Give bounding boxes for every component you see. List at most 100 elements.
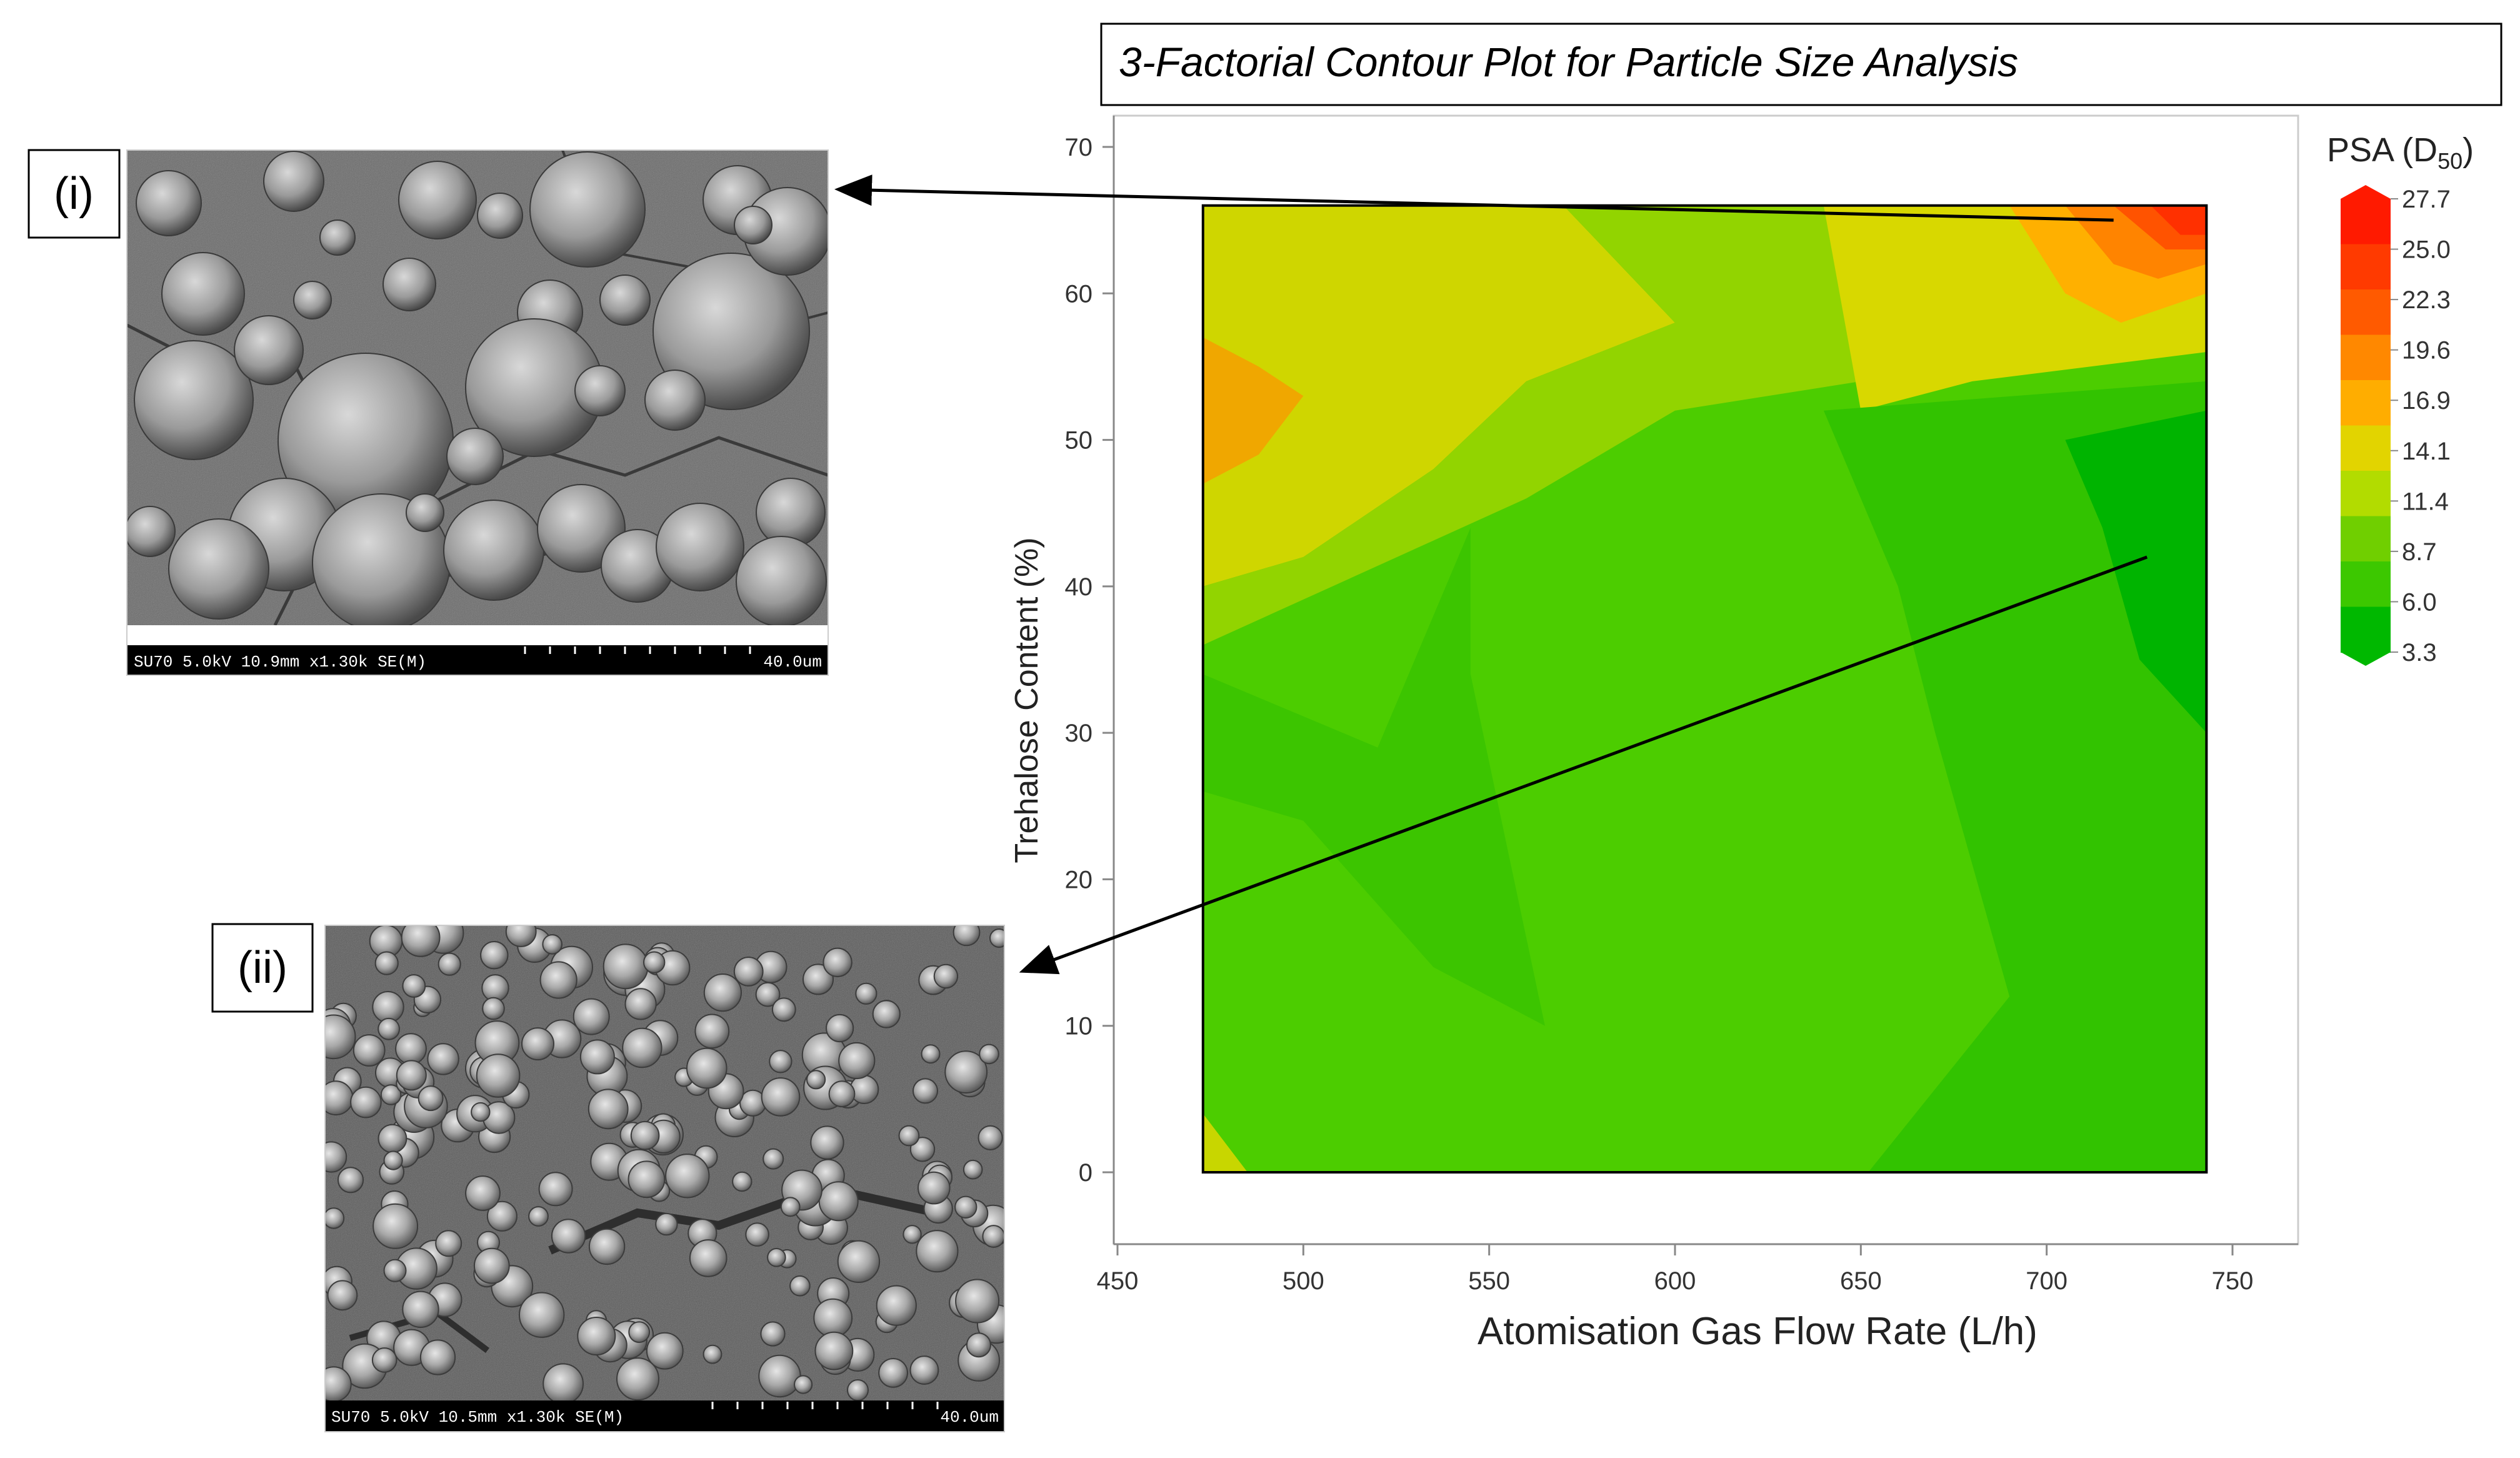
x-axis-label: Atomisation Gas Flow Rate (L/h) — [1478, 1310, 2038, 1353]
sem-ii-particle-190 — [551, 1219, 586, 1254]
sem-ii-particle-198 — [855, 982, 878, 1005]
sem-ii-particle-168 — [952, 925, 981, 947]
sem-i-particle-27 — [406, 493, 444, 532]
sem-ii-particle-193 — [794, 1375, 813, 1394]
sem-ii-particle-114 — [702, 1344, 722, 1364]
sem-ii-particle-108 — [325, 1141, 348, 1173]
sem-ii-particle-199 — [876, 1285, 917, 1326]
contour-region-7 — [2151, 205, 2207, 235]
sem-ii-particle-152 — [401, 925, 441, 957]
sem-ii-particle-159 — [689, 1239, 728, 1277]
label-ii-box: (ii) — [211, 923, 314, 1013]
contour-fill — [1202, 205, 2207, 1172]
sem-ii-particle-161 — [767, 1248, 786, 1267]
sem-i-particle-2 — [263, 151, 324, 212]
sem-ii-particle-84 — [909, 1355, 939, 1385]
sem-ii-particle-158 — [383, 1150, 403, 1170]
y-tick-label-10: 10 — [1065, 1013, 1093, 1040]
sem-ii-particle-50 — [374, 951, 399, 975]
sem-ii-particle-105 — [521, 1027, 554, 1061]
sem-ii-particle-174 — [780, 1197, 801, 1217]
sem-ii-particle-120 — [352, 1034, 386, 1067]
legend-swatch-6 — [2341, 471, 2391, 517]
sem-ii-particle-15 — [909, 1137, 936, 1162]
chart-title: 3-Factorial Contour Plot for Particle Si… — [1119, 39, 2018, 85]
sem-ii-particle-65 — [982, 1225, 1004, 1248]
sem-ii-particle-181 — [438, 952, 461, 976]
sem-i-particle-17 — [574, 365, 626, 416]
sem-i-particle-12 — [599, 274, 651, 326]
sem-ii-particle-130 — [628, 1321, 651, 1344]
sem-ii-particle-164 — [966, 1332, 991, 1358]
sem-i-particle-0 — [136, 170, 202, 236]
sem-ii-particle-163 — [818, 1181, 859, 1222]
label-i: (i) — [54, 169, 94, 219]
sem-ii-particle-136 — [806, 1070, 826, 1090]
sem-ii-particle-103 — [732, 1171, 752, 1192]
sem-i-particle-5 — [234, 315, 304, 385]
sem-ii-particle-100 — [912, 1078, 938, 1104]
sem-ii-particle-56 — [616, 1357, 659, 1400]
sem-ii-particle-205 — [918, 1171, 951, 1205]
axes: 450 500 550 600 650 700 750 0 10 20 30 40 50 60 70 — [1065, 116, 2298, 1295]
x-tick-label-450: 450 — [1097, 1267, 1139, 1295]
legend-label-0: 27.7 — [2402, 186, 2451, 213]
micrograph-ii-scale: 40.0um — [940, 1408, 999, 1427]
sem-ii-particle-153 — [902, 1225, 922, 1244]
legend-label-5: 14.1 — [2402, 438, 2451, 465]
sem-ii-particle-170 — [826, 1013, 854, 1043]
sem-ii-particle-91 — [703, 973, 742, 1012]
sem-ii-particle-19 — [588, 1228, 626, 1265]
sem-i-particle-16 — [644, 370, 706, 431]
sem-ii-particle-200 — [628, 1160, 666, 1199]
sem-i-particle-19 — [734, 206, 772, 244]
sem-ii-particle-150 — [473, 1247, 510, 1284]
y-tick-label-20: 20 — [1065, 866, 1093, 893]
sem-i-particle-6 — [293, 281, 332, 319]
sem-i-particle-30 — [168, 518, 269, 620]
sem-ii-particle-102 — [542, 1363, 584, 1400]
sem-ii-particle-160 — [944, 1050, 988, 1094]
legend-swatch-0 — [2341, 199, 2391, 245]
sem-ii-particle-187 — [643, 951, 666, 973]
sem-ii-particle-195 — [979, 1043, 999, 1065]
contour-region-9 — [2065, 410, 2207, 733]
sem-ii-particle-177 — [418, 1085, 444, 1112]
sem-ii-particle-173 — [813, 1298, 853, 1338]
x-tick-label-700: 700 — [2026, 1267, 2068, 1295]
arrow-to-micrograph-ii — [1019, 555, 2148, 975]
sem-ii-particle-189 — [837, 1240, 881, 1284]
sem-ii-particle-201 — [383, 1259, 407, 1282]
sem-ii-particle-99 — [898, 1125, 920, 1147]
sem-ii-particle-179 — [427, 1043, 459, 1075]
sem-ii-particle-77 — [810, 1125, 844, 1160]
sem-ii-particle-184 — [878, 1358, 908, 1388]
sem-ii-particle-44 — [733, 957, 764, 987]
sem-ii-particle-197 — [933, 963, 959, 989]
legend-swatch-1 — [2341, 244, 2391, 290]
sem-ii-particle-30 — [325, 1080, 354, 1116]
sem-ii-particle-202 — [402, 1290, 439, 1329]
label-ii: (ii) — [238, 943, 288, 993]
y-tick-label-0: 0 — [1079, 1159, 1092, 1187]
y-tick-label-70: 70 — [1065, 134, 1093, 161]
legend-label-4: 16.9 — [2402, 387, 2451, 415]
legend-label-3: 19.6 — [2402, 337, 2451, 364]
y-tick-label-30: 30 — [1065, 720, 1093, 747]
sem-ii-particle-185 — [655, 1212, 678, 1236]
sem-ii-particle-143 — [588, 1088, 629, 1130]
sem-ii-particle-175 — [847, 1379, 869, 1400]
sem-ii-particle-140 — [955, 1279, 1000, 1324]
contour-region-8 — [1823, 381, 2207, 1172]
x-tick-label-600: 600 — [1654, 1267, 1696, 1295]
micrograph-ii: SU70 5.0kV 10.5mm x1.30k SE(M) 40.0um — [324, 925, 1005, 1432]
sem-ii-particle-17 — [755, 982, 781, 1007]
micrograph-i-scale: 40.0um — [763, 653, 822, 671]
sem-ii-particle-34 — [921, 1044, 941, 1064]
sem-i-particle-28 — [756, 478, 826, 548]
sem-ii-particle-86 — [378, 1017, 400, 1040]
sem-i-particle-7 — [398, 161, 477, 239]
sem-i-particle-10 — [529, 151, 646, 268]
sem-ii-particle-76 — [542, 934, 563, 955]
